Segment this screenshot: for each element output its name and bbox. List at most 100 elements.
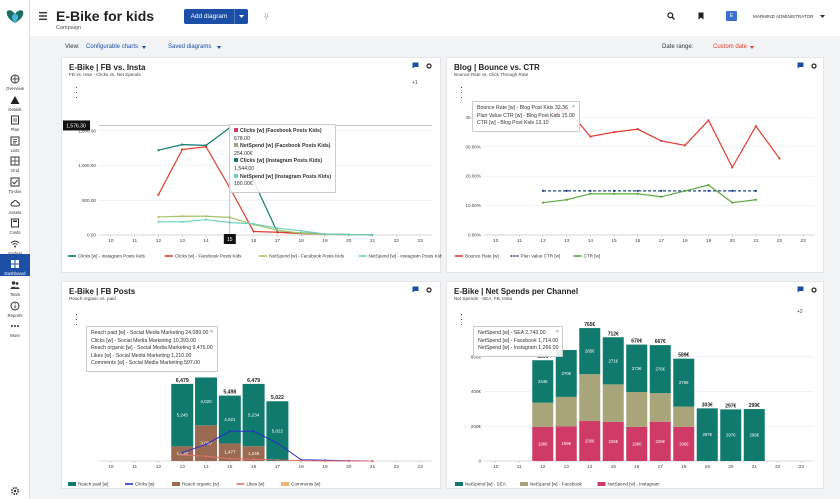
comment-icon[interactable] bbox=[797, 286, 804, 293]
close-icon[interactable]: ✕ bbox=[571, 104, 576, 110]
more-options-icon[interactable]: · · · bbox=[75, 82, 78, 102]
chevron-down-icon[interactable] bbox=[820, 15, 825, 18]
sidebar-item-label: Overview bbox=[6, 86, 24, 91]
tooltip-row: Clicks [w] - Social Media Marketing 10,3… bbox=[91, 337, 196, 344]
comment-icon[interactable] bbox=[412, 286, 419, 293]
data-point bbox=[589, 189, 592, 192]
gear-icon[interactable] bbox=[811, 63, 817, 69]
sidebar-item-grid[interactable]: Grid bbox=[0, 151, 30, 173]
x-tick-label: 12 bbox=[156, 464, 162, 470]
close-icon[interactable]: ✕ bbox=[209, 329, 214, 335]
data-point bbox=[204, 218, 208, 221]
user-name[interactable]: MARMIND ADMINISTRATOR bbox=[753, 14, 814, 19]
data-point bbox=[612, 192, 616, 195]
data-point bbox=[347, 233, 350, 236]
data-point bbox=[589, 192, 592, 195]
bar-total-label: 297€ bbox=[725, 403, 736, 409]
bar-total-label: 670€ bbox=[631, 339, 642, 345]
sidebar-item-assets[interactable]: Assets bbox=[0, 193, 30, 215]
x-tick-label: 17 bbox=[275, 238, 281, 244]
bar-total-label: 299€ bbox=[749, 403, 760, 409]
sidebar-item-gadget[interactable]: Gadget bbox=[0, 234, 30, 256]
bar-label: 196€ bbox=[538, 441, 548, 446]
gear-icon[interactable] bbox=[426, 287, 432, 293]
menu-icon[interactable] bbox=[39, 12, 47, 20]
panel-subtitle: Reach organic vs. paid bbox=[69, 296, 116, 301]
sidebar-item-team[interactable]: Team bbox=[0, 275, 30, 297]
cloud-icon bbox=[10, 199, 20, 207]
data-point bbox=[157, 149, 160, 152]
tooltip-row: NetSpend [w] (Facebook Posts Kids) 254.00… bbox=[234, 143, 331, 158]
data-point bbox=[542, 189, 545, 192]
data-point bbox=[731, 166, 734, 169]
legend-label: NetSpend [w] - SEA bbox=[465, 482, 507, 487]
sidebar-item-overview[interactable]: Overview bbox=[0, 69, 30, 91]
search-icon[interactable] bbox=[667, 12, 675, 20]
bar-label: 276€ bbox=[655, 367, 665, 372]
marmind-logo[interactable] bbox=[6, 8, 24, 24]
bar-total-label: 712€ bbox=[608, 331, 619, 337]
sidebar-item-costs[interactable]: Costs bbox=[0, 213, 30, 235]
add-diagram-button[interactable]: Add diagram bbox=[184, 9, 248, 24]
view-select[interactable]: Configurable charts bbox=[86, 44, 139, 50]
close-icon[interactable]: ✕ bbox=[555, 329, 560, 335]
sidebar-item-label: Assets bbox=[8, 209, 22, 215]
bar-netspend-instagram bbox=[602, 421, 624, 461]
data-point bbox=[589, 135, 592, 138]
sidebar-item-more[interactable]: More bbox=[0, 316, 30, 338]
tooltip-row: Reach paid [w] - Social Media Marketing … bbox=[91, 330, 209, 336]
filter-bar: View: Configurable charts Saved diagrams… bbox=[30, 37, 840, 57]
data-point bbox=[660, 139, 663, 143]
gear-icon[interactable] bbox=[10, 486, 20, 496]
bar-label: 273€ bbox=[632, 366, 642, 371]
data-point bbox=[683, 189, 687, 192]
saved-diagrams-select[interactable]: Saved diagrams bbox=[168, 44, 212, 50]
bar-reach-paid bbox=[266, 401, 289, 461]
sidebar-item-reports[interactable]: Reports bbox=[0, 296, 30, 318]
data-point bbox=[157, 215, 160, 219]
date-range-select[interactable]: Custom date bbox=[713, 44, 748, 50]
breadcrumb[interactable]: Campaign bbox=[56, 25, 82, 31]
x-tick-label: 18 bbox=[682, 238, 688, 244]
chevron-down-icon[interactable] bbox=[750, 46, 754, 49]
pin-icon[interactable] bbox=[264, 13, 269, 20]
bar-netspend-instagram bbox=[649, 421, 671, 461]
comment-icon[interactable] bbox=[412, 62, 419, 69]
sidebar-item-plan[interactable]: Plan bbox=[0, 110, 30, 132]
panel-subtitle: Net Spends - SEA, FB, Insta bbox=[454, 296, 513, 301]
sidebar-item-todos[interactable]: To-dos bbox=[0, 172, 30, 194]
chart-panel-fb-posts: E-Bike | FB Posts Reach organic vs. paid… bbox=[61, 281, 441, 489]
chevron-down-icon[interactable] bbox=[234, 9, 248, 24]
sidebar-item-lists[interactable]: Lists bbox=[0, 131, 30, 153]
more-options-icon[interactable]: · · · bbox=[75, 309, 78, 329]
x-tick-label: 19 bbox=[705, 464, 711, 470]
more-options-icon[interactable]: · · · bbox=[460, 82, 463, 102]
y-tick-label: 30.00% bbox=[465, 144, 481, 149]
x-tick-label: 21 bbox=[752, 464, 758, 470]
tooltip-row: Plan Value CTR [w] - Blog Post Kids 15.0… bbox=[477, 112, 575, 119]
chevron-down-icon[interactable] bbox=[217, 46, 221, 49]
gear-icon[interactable] bbox=[811, 287, 817, 293]
data-point bbox=[612, 131, 616, 134]
comment-icon[interactable] bbox=[797, 62, 804, 69]
more-options-icon[interactable]: · · · bbox=[460, 309, 463, 329]
bar-netspend-sea bbox=[743, 409, 765, 461]
bar-netspend-sea bbox=[579, 328, 601, 375]
user-avatar[interactable]: E bbox=[726, 11, 737, 21]
bar-netspend-sea bbox=[696, 408, 718, 461]
bar-reach-organic bbox=[195, 425, 218, 461]
zoom-level[interactable]: +1 bbox=[412, 80, 418, 86]
x-tick-label: 11 bbox=[132, 238, 137, 244]
sidebar-item-dashboard[interactable]: Dashboard bbox=[0, 254, 30, 277]
y-tick-label: 400€ bbox=[471, 389, 482, 394]
tooltip-row: NetSpend [w] - Instagram 1,266.00 bbox=[478, 345, 559, 352]
x-tick-label: 17 bbox=[275, 464, 281, 470]
x-tick-label: 20 bbox=[730, 238, 736, 244]
bookmark-icon[interactable] bbox=[698, 12, 704, 20]
chevron-down-icon[interactable] bbox=[142, 46, 146, 49]
zoom-level[interactable]: +2 bbox=[797, 309, 803, 315]
data-point bbox=[181, 148, 184, 151]
bar-netspend-facebook bbox=[555, 396, 577, 427]
sidebar-item-details[interactable]: Details bbox=[0, 90, 30, 112]
gear-icon[interactable] bbox=[426, 63, 432, 69]
